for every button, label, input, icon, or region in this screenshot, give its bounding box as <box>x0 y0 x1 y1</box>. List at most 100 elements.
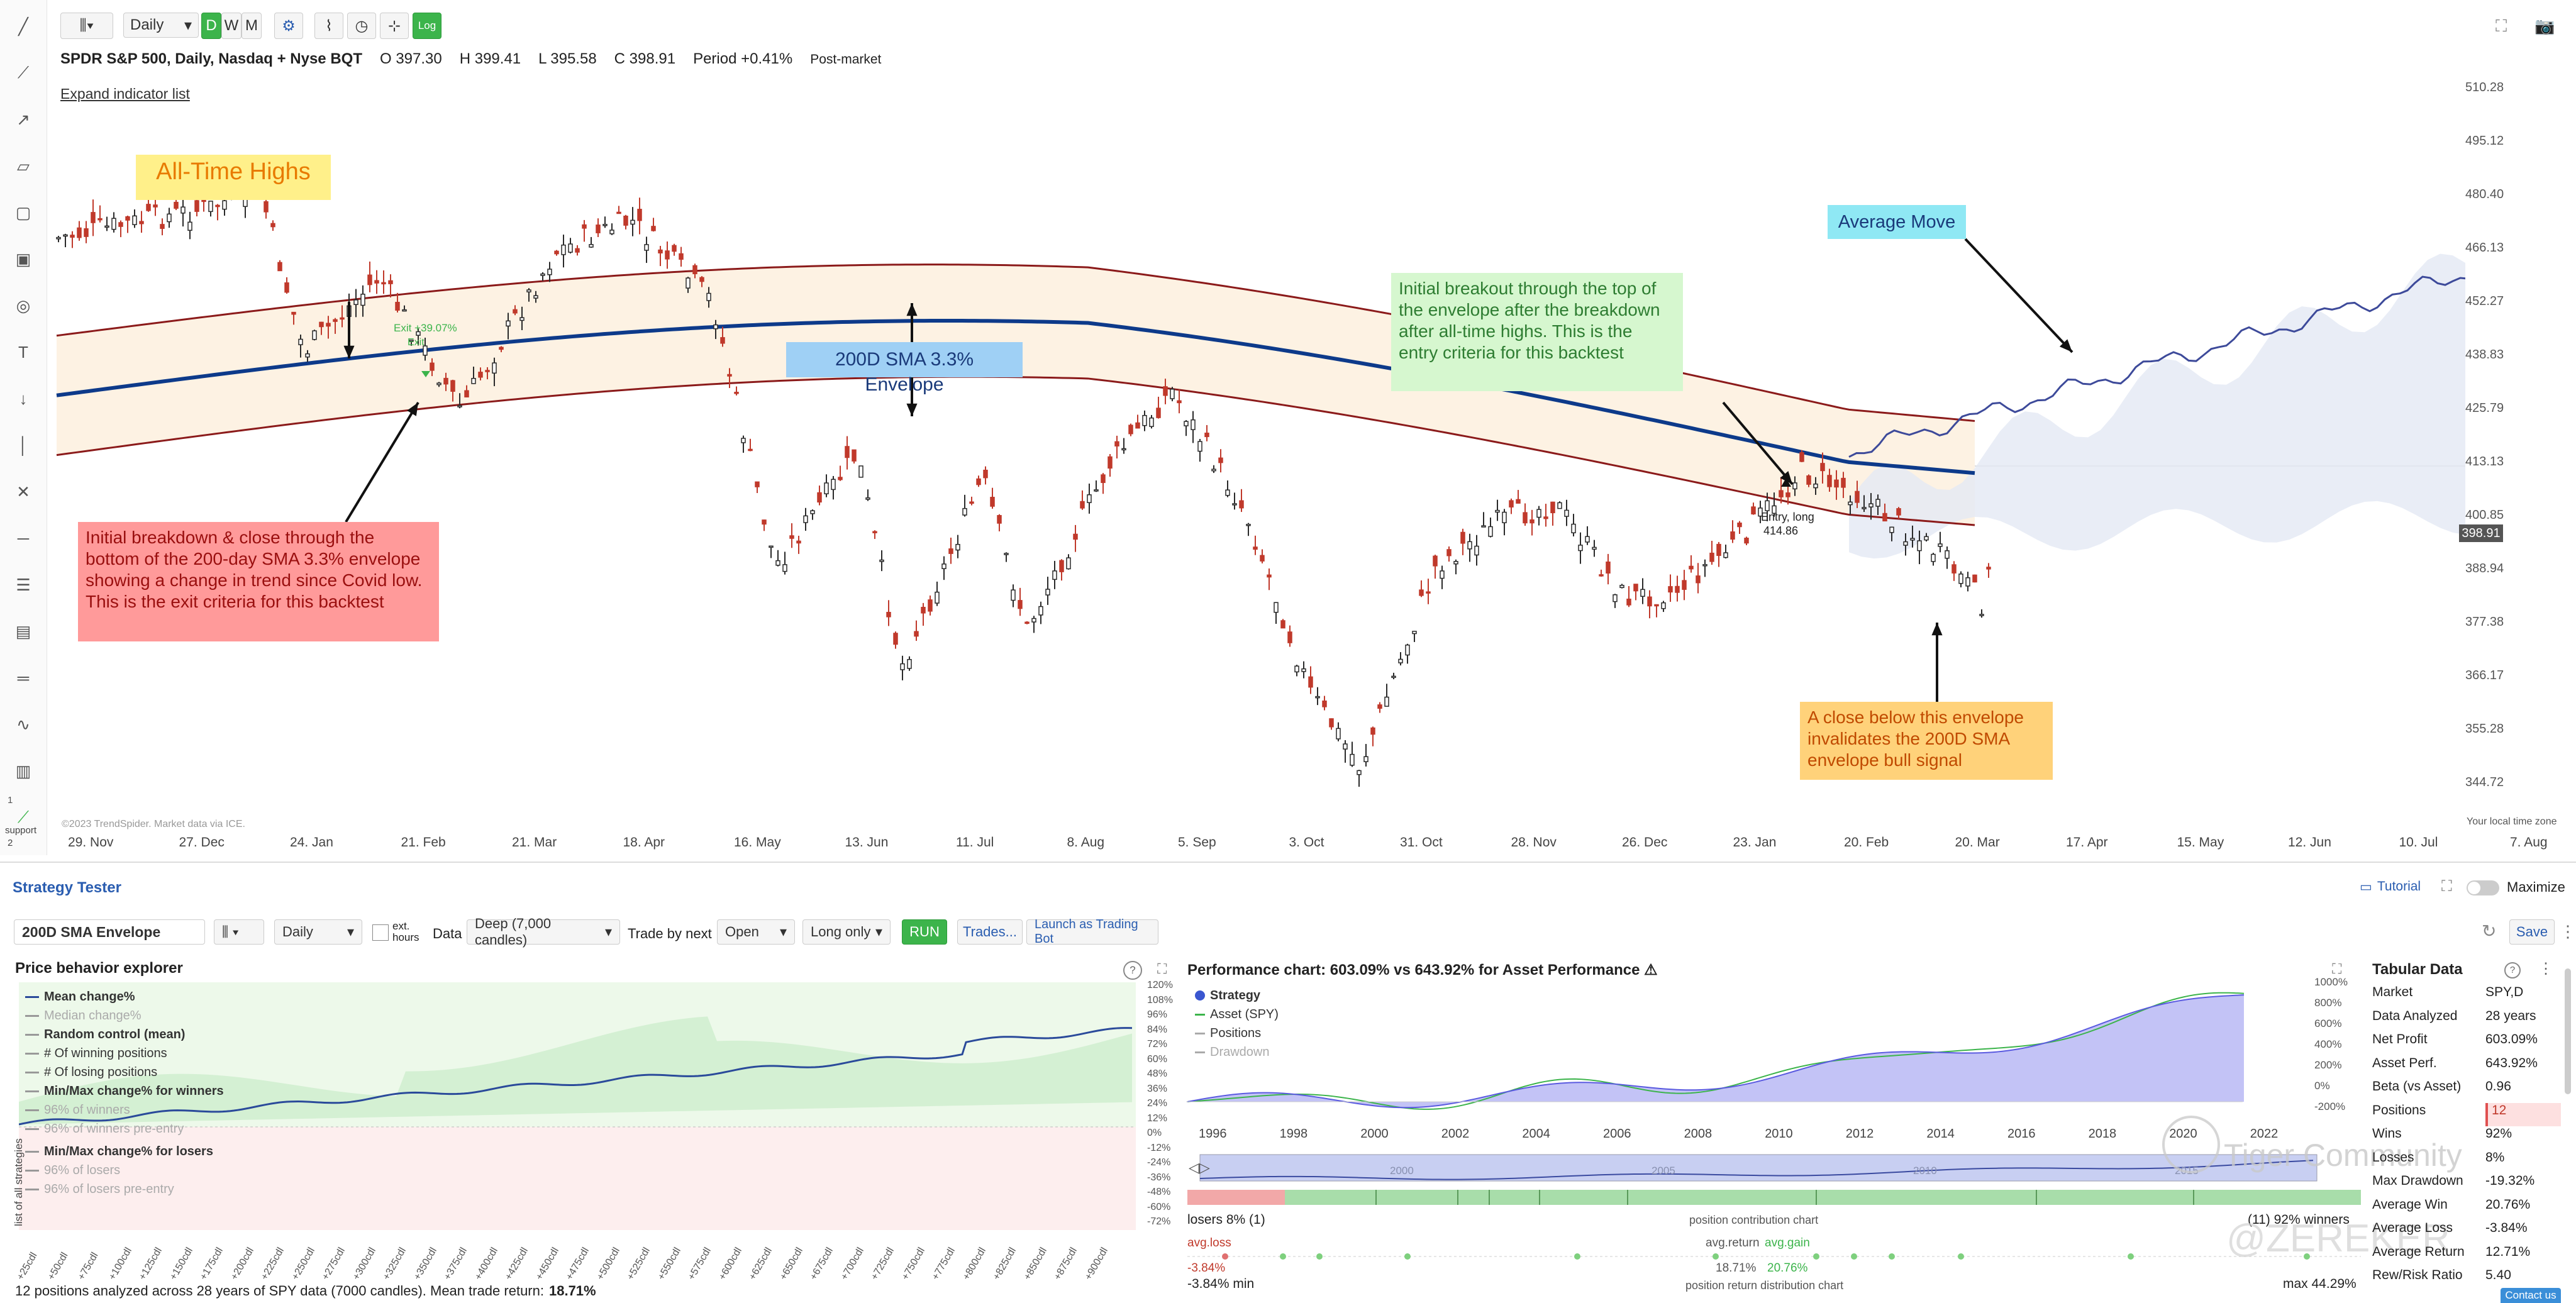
legend-item[interactable]: 96% of winners <box>25 1101 224 1119</box>
strategy-type-dropdown[interactable]: ⫼ ▾ <box>214 919 264 945</box>
perf-legend-item[interactable]: Drawdown <box>1195 1043 1279 1062</box>
wave-icon[interactable]: ∿ <box>16 714 30 734</box>
candle <box>97 205 103 223</box>
perf-x-tick: 2004 <box>1522 1127 1550 1141</box>
indicator-icon[interactable]: ⌇ <box>314 13 343 39</box>
perf-legend-item[interactable]: Strategy <box>1195 986 1279 1005</box>
ray-icon[interactable]: ⟋ <box>17 63 30 82</box>
direction-dropdown[interactable]: Long only ▾ <box>802 919 891 945</box>
tabular-help-icon[interactable]: ? <box>2504 962 2521 979</box>
candle-body <box>1280 620 1285 629</box>
candle-body <box>817 492 822 503</box>
legend-item[interactable]: Random control (mean) <box>25 1025 224 1044</box>
legend-item[interactable]: Min/Max change% for winners <box>25 1082 224 1101</box>
interval-dropdown[interactable]: Daily ▾ <box>123 13 199 38</box>
tutorial-link[interactable]: ▭ Tutorial <box>2360 879 2421 894</box>
tabular-row: Data Analyzed 28 years <box>2372 1009 2561 1032</box>
navigator-line <box>1199 1160 2314 1180</box>
compare-icon[interactable]: ⊹ <box>380 13 409 39</box>
panel-divider[interactable] <box>0 862 2576 863</box>
tabular-menu-icon[interactable]: ⋮ <box>2538 960 2553 977</box>
contact-button[interactable]: Contact us <box>2501 1288 2561 1303</box>
more-menu-icon[interactable]: ⋮ <box>2560 922 2576 941</box>
candle-body <box>1896 508 1901 516</box>
strategies-side-label[interactable]: list of all strategies <box>13 1138 25 1226</box>
candle <box>478 367 483 380</box>
chart-type-dropdown[interactable]: ⫼▾ <box>60 13 113 39</box>
legend-item[interactable]: Min/Max change% for losers <box>25 1142 224 1161</box>
daily-button[interactable]: D <box>201 13 221 39</box>
perf-legend-item[interactable]: Asset (SPY) <box>1195 1005 1279 1024</box>
zone-icon[interactable]: ▣ <box>15 249 31 269</box>
candle <box>1301 661 1306 679</box>
bars-icon[interactable]: ▥ <box>15 761 31 780</box>
fib-icon[interactable]: ☰ <box>16 575 31 594</box>
navigator-handle-icon: ◁▷ <box>1189 1160 1210 1175</box>
entry-arrow-icon <box>1781 478 1791 487</box>
horizontal-line-icon[interactable]: ─ <box>17 528 30 548</box>
gann-icon[interactable]: ▤ <box>15 621 31 641</box>
fullscreen-icon[interactable]: ⛶ <box>2496 16 2507 35</box>
expand-explorer-icon[interactable]: ⛶ <box>1157 961 1167 977</box>
expand-icon[interactable]: ⛶ <box>2441 878 2452 895</box>
refresh-icon[interactable]: ↻ <box>2482 921 2497 941</box>
candle-body <box>1862 507 1867 509</box>
candle-body <box>1868 503 1874 507</box>
save-button[interactable]: Save <box>2509 919 2555 945</box>
arrow-down-icon[interactable]: ↓ <box>19 389 28 408</box>
clock-icon[interactable]: ◷ <box>347 13 376 39</box>
symbol-title: SPDR S&P 500, Daily, Nasdaq + Nyse BQT <box>60 50 362 67</box>
expand-indicator-link[interactable]: Expand indicator list <box>60 86 190 102</box>
trade-price-dropdown[interactable]: Open ▾ <box>717 919 795 945</box>
strategy-name-input[interactable]: 200D SMA Envelope <box>14 919 205 945</box>
ext-hours-checkbox[interactable] <box>372 924 389 941</box>
trades-button[interactable]: Trades... <box>957 919 1023 945</box>
legend-item[interactable]: 96% of winners pre-entry <box>25 1119 224 1138</box>
run-button[interactable]: RUN <box>902 919 947 945</box>
watermark-text: Tiger Community <box>2224 1138 2462 1173</box>
candle-body <box>713 324 718 330</box>
crosshair-icon[interactable]: ✕ <box>16 482 30 501</box>
data-depth-dropdown[interactable]: Deep (7,000 candles) ▾ <box>467 916 620 948</box>
weekly-button[interactable]: W <box>221 13 242 39</box>
log-scale-button[interactable]: Log <box>413 13 441 39</box>
candle-body <box>969 501 974 504</box>
legend-item[interactable]: Median change% <box>25 1006 224 1025</box>
help-icon[interactable]: ? <box>1123 961 1142 980</box>
maximize-toggle[interactable] <box>2467 880 2499 895</box>
support-icon[interactable]: ⟋ <box>17 807 30 826</box>
ruler-icon[interactable]: ═ <box>17 668 30 687</box>
breakdown-annotation: Initial breakdown & close through the bo… <box>78 522 439 641</box>
camera-icon[interactable]: 📷 <box>2534 16 2555 35</box>
date-tick: 3. Oct <box>1289 835 1324 850</box>
explorer-x-tick: +250cdl <box>289 1246 317 1282</box>
range-navigator[interactable]: ◁▷ <box>1187 1153 2329 1182</box>
legend-item[interactable]: 96% of losers pre-entry <box>25 1180 224 1199</box>
arrow-line-icon[interactable]: ↗ <box>16 109 30 129</box>
price-behavior-chart[interactable] <box>19 982 1136 1230</box>
text-icon[interactable]: T <box>18 342 28 362</box>
rectangle-icon[interactable]: ▢ <box>15 202 31 222</box>
candle-body <box>644 244 649 251</box>
launch-bot-button[interactable]: Launch as Trading Bot <box>1026 918 1158 946</box>
tester-interval-dropdown[interactable]: Daily ▾ <box>274 919 362 945</box>
performance-chart[interactable] <box>1186 982 2312 1215</box>
legend-item[interactable]: 96% of losers <box>25 1161 224 1180</box>
settings-gear-icon[interactable]: ⚙ <box>274 13 303 39</box>
legend-swatch-icon <box>25 1128 39 1130</box>
vertical-line-icon[interactable]: │ <box>18 435 29 455</box>
perf-x-tick: 2002 <box>1441 1127 1470 1141</box>
trendline-icon[interactable]: ╱ <box>18 16 28 36</box>
legend-item[interactable]: # Of losing positions <box>25 1063 224 1082</box>
candle-body <box>91 212 96 223</box>
perf-legend-item[interactable]: Positions <box>1195 1024 1279 1043</box>
legend-item[interactable]: Mean change% <box>25 987 224 1006</box>
circle-icon[interactable]: ◎ <box>16 296 31 315</box>
expand-performance-icon[interactable]: ⛶ <box>2332 961 2342 977</box>
price-chart[interactable] <box>50 63 2465 830</box>
legend-item[interactable]: # Of winning positions <box>25 1044 224 1063</box>
tabular-scrollbar[interactable] <box>2565 968 2571 1094</box>
monthly-button[interactable]: M <box>242 13 262 39</box>
candle <box>554 250 559 256</box>
channel-icon[interactable]: ▱ <box>17 156 30 175</box>
